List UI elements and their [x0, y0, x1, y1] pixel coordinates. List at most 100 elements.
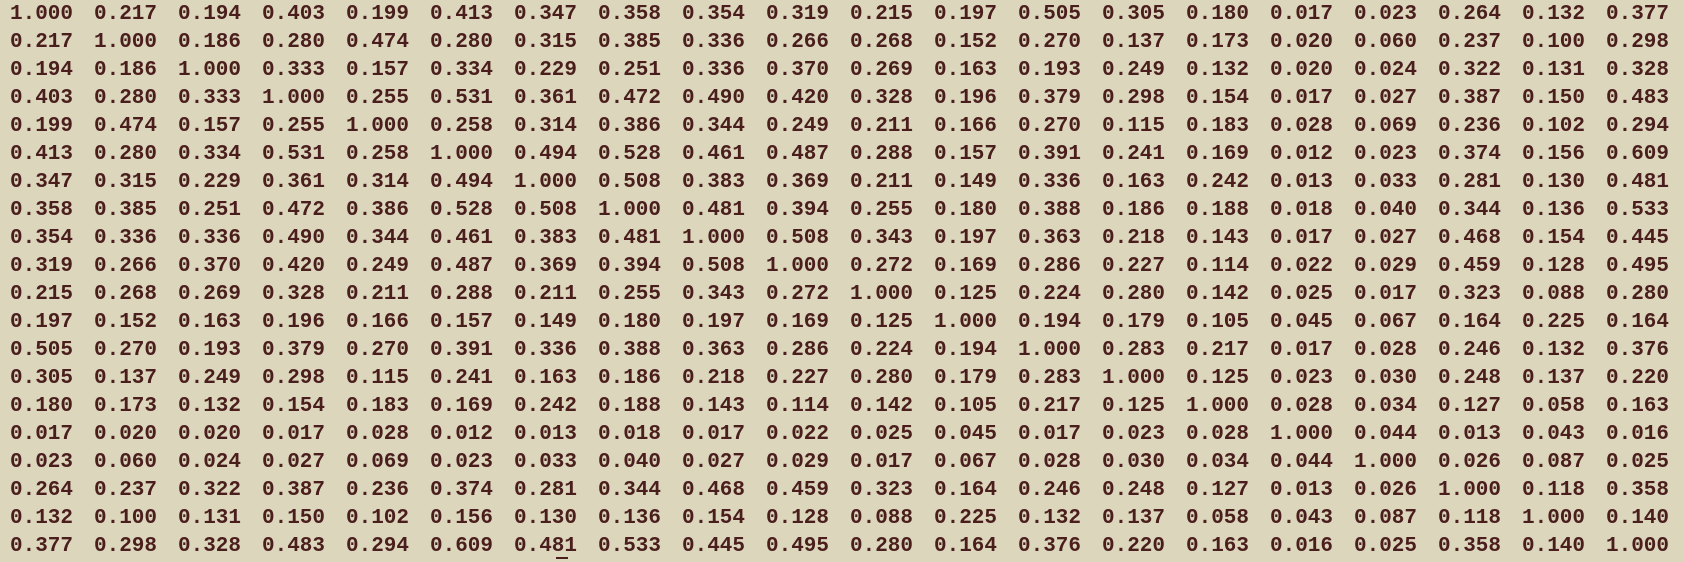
- text-cursor: [556, 557, 568, 559]
- matrix-cell: 0.387: [262, 479, 326, 502]
- matrix-cell: 0.169: [430, 395, 494, 418]
- matrix-cell: 1.000: [1270, 423, 1334, 446]
- matrix-cell: 0.164: [934, 535, 998, 558]
- correlation-matrix: 1.000 0.217 0.194 0.403 0.199 0.413 0.347 0.358…: [10, 1, 1684, 561]
- matrix-cell: 0.354: [10, 227, 74, 250]
- matrix-cell: 0.314: [514, 115, 578, 138]
- matrix-cell: 0.361: [262, 171, 326, 194]
- matrix-cell: 0.336: [94, 227, 158, 250]
- matrix-cell: 0.017: [1270, 227, 1334, 250]
- matrix-cell: 0.028: [1270, 395, 1334, 418]
- matrix-cell: 0.156: [1522, 143, 1586, 166]
- matrix-cell: 0.016: [1606, 423, 1670, 446]
- matrix-cell: 0.142: [1186, 283, 1250, 306]
- matrix-cell: 0.025: [1354, 535, 1418, 558]
- matrix-cell: 0.315: [514, 31, 578, 54]
- matrix-row: 0.217 1.000 0.186 0.280 0.474 0.280 0.315 0.385…: [10, 29, 1684, 57]
- matrix-cell: 0.016: [1270, 535, 1334, 558]
- matrix-cell: 0.197: [682, 311, 746, 334]
- matrix-cell: 0.413: [430, 3, 494, 26]
- matrix-cell: 0.533: [598, 535, 662, 558]
- matrix-cell: 0.328: [262, 283, 326, 306]
- matrix-cell: 0.528: [598, 143, 662, 166]
- matrix-cell: 0.344: [598, 479, 662, 502]
- matrix-cell: 0.269: [178, 283, 242, 306]
- matrix-cell: 1.000: [934, 311, 998, 334]
- matrix-cell: 0.286: [1018, 255, 1082, 278]
- matrix-cell: 0.505: [1018, 3, 1082, 26]
- matrix-cell: 0.137: [94, 367, 158, 390]
- matrix-cell: 0.060: [1354, 31, 1418, 54]
- matrix-cell: 0.270: [346, 339, 410, 362]
- matrix-cell: 0.358: [1438, 535, 1502, 558]
- matrix-cell: 0.027: [1354, 227, 1418, 250]
- matrix-cell: 0.196: [934, 87, 998, 110]
- matrix-cell: 0.012: [430, 423, 494, 446]
- matrix-cell: 0.022: [1270, 255, 1334, 278]
- matrix-cell: 0.225: [934, 507, 998, 530]
- matrix-cell: 0.026: [1438, 451, 1502, 474]
- matrix-row: 0.194 0.186 1.000 0.333 0.157 0.334 0.229 0.251…: [10, 57, 1684, 85]
- matrix-cell: 0.533: [1606, 199, 1670, 222]
- matrix-cell: 0.344: [346, 227, 410, 250]
- matrix-cell: 0.028: [1354, 339, 1418, 362]
- matrix-cell: 0.180: [934, 199, 998, 222]
- matrix-row: 0.505 0.270 0.193 0.379 0.270 0.391 0.336 0.388…: [10, 337, 1684, 365]
- matrix-cell: 0.258: [346, 143, 410, 166]
- matrix-cell: 0.087: [1354, 507, 1418, 530]
- matrix-cell: 0.127: [1438, 395, 1502, 418]
- matrix-cell: 0.058: [1186, 507, 1250, 530]
- matrix-cell: 0.468: [1438, 227, 1502, 250]
- matrix-cell: 0.494: [430, 171, 494, 194]
- matrix-cell: 0.163: [1606, 395, 1670, 418]
- matrix-cell: 0.298: [1102, 87, 1166, 110]
- matrix-cell: 0.270: [1018, 31, 1082, 54]
- matrix-cell: 0.255: [262, 115, 326, 138]
- matrix-cell: 0.017: [262, 423, 326, 446]
- matrix-cell: 0.131: [1522, 59, 1586, 82]
- matrix-cell: 0.266: [94, 255, 158, 278]
- matrix-cell: 0.017: [682, 423, 746, 446]
- matrix-row: 0.413 0.280 0.334 0.531 0.258 1.000 0.494 0.528…: [10, 141, 1684, 169]
- matrix-cell: 0.105: [1186, 311, 1250, 334]
- matrix-row: 0.319 0.266 0.370 0.420 0.249 0.487 0.369 0.394…: [10, 253, 1684, 281]
- matrix-cell: 0.030: [1354, 367, 1418, 390]
- matrix-cell: 0.241: [1102, 143, 1166, 166]
- matrix-cell: 0.194: [10, 59, 74, 82]
- matrix-cell: 1.000: [178, 59, 242, 82]
- matrix-cell: 0.269: [850, 59, 914, 82]
- matrix-cell: 0.017: [1354, 283, 1418, 306]
- matrix-cell: 0.237: [1438, 31, 1502, 54]
- matrix-cell: 0.369: [514, 255, 578, 278]
- matrix-cell: 0.154: [682, 507, 746, 530]
- matrix-cell: 0.388: [1018, 199, 1082, 222]
- matrix-cell: 0.164: [934, 479, 998, 502]
- matrix-cell: 0.017: [850, 451, 914, 474]
- matrix-cell: 0.281: [514, 479, 578, 502]
- matrix-cell: 0.215: [850, 3, 914, 26]
- matrix-cell: 0.069: [1354, 115, 1418, 138]
- matrix-cell: 0.183: [1186, 115, 1250, 138]
- matrix-cell: 0.058: [1522, 395, 1586, 418]
- matrix-cell: 0.102: [1522, 115, 1586, 138]
- matrix-row: 0.305 0.137 0.249 0.298 0.115 0.241 0.163 0.186…: [10, 365, 1684, 393]
- matrix-cell: 0.115: [346, 367, 410, 390]
- matrix-cell: 0.377: [1606, 3, 1670, 26]
- matrix-cell: 1.000: [346, 115, 410, 138]
- matrix-cell: 0.154: [1522, 227, 1586, 250]
- matrix-cell: 1.000: [850, 283, 914, 306]
- matrix-cell: 0.344: [1438, 199, 1502, 222]
- matrix-cell: 0.376: [1018, 535, 1082, 558]
- matrix-cell: 0.060: [94, 451, 158, 474]
- matrix-cell: 0.343: [850, 227, 914, 250]
- matrix-cell: 0.333: [262, 59, 326, 82]
- matrix-cell: 0.115: [1102, 115, 1166, 138]
- matrix-cell: 0.013: [1270, 479, 1334, 502]
- matrix-cell: 0.033: [1354, 171, 1418, 194]
- matrix-cell: 0.023: [1354, 3, 1418, 26]
- matrix-cell: 0.132: [1186, 59, 1250, 82]
- matrix-cell: 0.242: [514, 395, 578, 418]
- matrix-cell: 0.403: [262, 3, 326, 26]
- matrix-cell: 0.020: [1270, 31, 1334, 54]
